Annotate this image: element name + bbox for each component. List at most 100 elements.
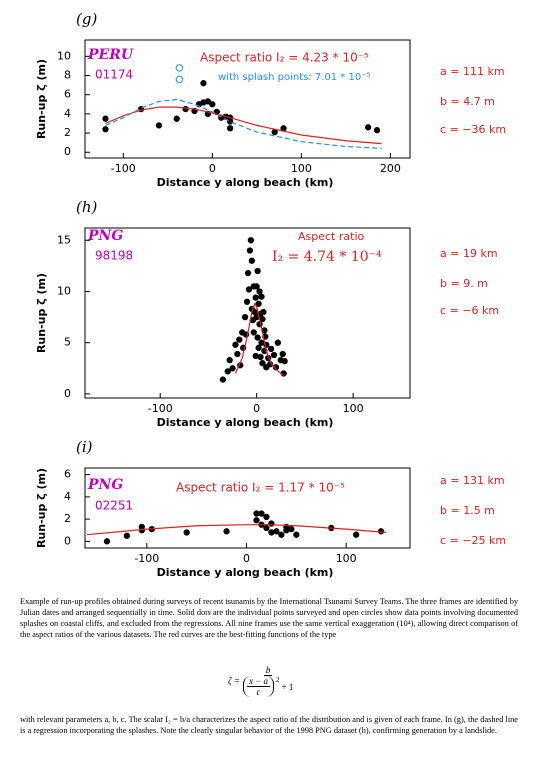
fit-parameter: a = 111 km <box>440 65 505 78</box>
data-point <box>263 513 270 521</box>
fraction: b x − a c 2 + 1 <box>242 665 293 697</box>
data-point <box>293 531 300 538</box>
data-point <box>273 528 280 535</box>
fit-curve <box>86 524 387 536</box>
data-point <box>283 527 290 534</box>
fit-curve <box>105 106 382 145</box>
data-point <box>253 517 260 524</box>
x-tick-label: 100 <box>336 552 357 565</box>
data-point <box>258 293 265 300</box>
data-point <box>253 283 260 290</box>
data-point <box>255 344 262 351</box>
fit-parameter: b = 1.5 m <box>440 504 495 517</box>
data-point <box>254 267 261 275</box>
y-tick-label: 4 <box>64 107 71 120</box>
x-tick-label: 100 <box>291 162 312 175</box>
data-point <box>232 341 239 348</box>
data-point <box>271 128 278 136</box>
inner-numerator: x − a <box>246 676 271 687</box>
data-point <box>234 350 241 358</box>
data-point <box>259 360 266 367</box>
caption-paragraph: with relevant parameters a, b, c. The sc… <box>20 715 518 735</box>
x-tick-label: 0 <box>243 552 250 565</box>
data-point <box>248 257 255 264</box>
site-label: PERU <box>87 47 134 63</box>
data-point <box>365 124 372 131</box>
data-point <box>260 308 267 316</box>
data-point <box>102 126 109 133</box>
x-tick-label: 100 <box>343 402 364 415</box>
data-point <box>155 122 163 129</box>
data-point <box>270 351 278 359</box>
data-point <box>204 98 212 105</box>
plot-frame <box>84 39 411 159</box>
y-tick-label: 10 <box>57 49 71 62</box>
fit-parameter: c = −25 km <box>440 534 506 547</box>
data-point <box>281 357 288 365</box>
data-point <box>102 115 109 122</box>
date-label: 01174 <box>95 68 133 82</box>
data-point <box>278 531 285 538</box>
data-point <box>256 288 263 295</box>
data-point <box>280 125 287 132</box>
numerator: b <box>263 665 273 676</box>
y-axis-title: Run-up ζ (m) <box>35 468 48 548</box>
splash-point <box>175 75 184 84</box>
data-point <box>183 529 190 536</box>
data-point <box>267 345 275 352</box>
panel-label: (i) <box>76 438 93 456</box>
data-point <box>224 368 231 375</box>
parenthesis: x − a c <box>242 676 275 697</box>
y-tick-label: 2 <box>64 126 71 139</box>
fit-parameter: c = −36 km <box>440 123 506 136</box>
fit-curve <box>234 302 285 376</box>
site-label: PNG <box>87 477 123 493</box>
x-axis-title: Distance y along beach (km) <box>157 176 334 189</box>
fit-parameter: c = −6 km <box>440 304 499 317</box>
fit-parameter: a = 19 km <box>440 247 498 260</box>
caption-paragraph: Example of run-up profiles obtained duri… <box>20 597 518 639</box>
equation-lhs: ζ = <box>228 676 240 686</box>
splash-point <box>175 64 184 72</box>
aspect-ratio: Aspect ratio I₂ = 1.17 * 10⁻⁵ <box>176 481 345 495</box>
y-tick-label: 5 <box>64 336 71 349</box>
denominator: x − a c 2 + 1 <box>242 676 293 697</box>
x-tick-label: 0 <box>209 162 216 175</box>
data-point <box>219 376 227 383</box>
data-point <box>173 115 180 122</box>
x-tick-label: 200 <box>380 162 401 175</box>
inner-fraction: x − a c <box>246 676 271 697</box>
data-point <box>103 538 111 545</box>
y-tick-label: 8 <box>64 68 71 81</box>
data-point <box>182 105 189 113</box>
splash-ratio: with splash points: 7.01 * 10⁻⁵ <box>218 72 370 83</box>
data-point <box>255 300 262 307</box>
x-tick-label: -100 <box>148 402 173 415</box>
data-point <box>226 125 234 132</box>
y-tick-label: 2 <box>64 512 71 525</box>
aspect-ratio: I₂ = 4.74 * 10⁻⁴ <box>272 249 382 265</box>
site-label: PNG <box>87 228 123 244</box>
data-point <box>373 127 381 134</box>
y-tick-label: 0 <box>64 387 71 400</box>
data-point <box>229 365 236 372</box>
y-tick-label: 0 <box>64 145 71 158</box>
aspect-ratio: Aspect ratio <box>298 230 364 243</box>
aspect-ratio: Aspect ratio I₂ = 4.23 * 10⁻⁵ <box>200 51 369 65</box>
data-point <box>241 313 249 321</box>
data-point <box>254 334 261 341</box>
data-point <box>274 339 282 346</box>
panel-label: (h) <box>76 198 98 216</box>
inner-denominator: c <box>256 687 261 697</box>
date-label: 98198 <box>95 249 133 263</box>
data-point <box>268 529 275 536</box>
data-point <box>236 336 243 343</box>
y-tick-label: 10 <box>57 284 71 297</box>
x-tick-label: -100 <box>111 162 136 175</box>
y-tick-label: 6 <box>64 88 71 101</box>
fit-parameter: a = 131 km <box>440 474 505 487</box>
data-point <box>259 315 266 323</box>
data-point <box>253 510 260 517</box>
data-point <box>200 80 207 87</box>
